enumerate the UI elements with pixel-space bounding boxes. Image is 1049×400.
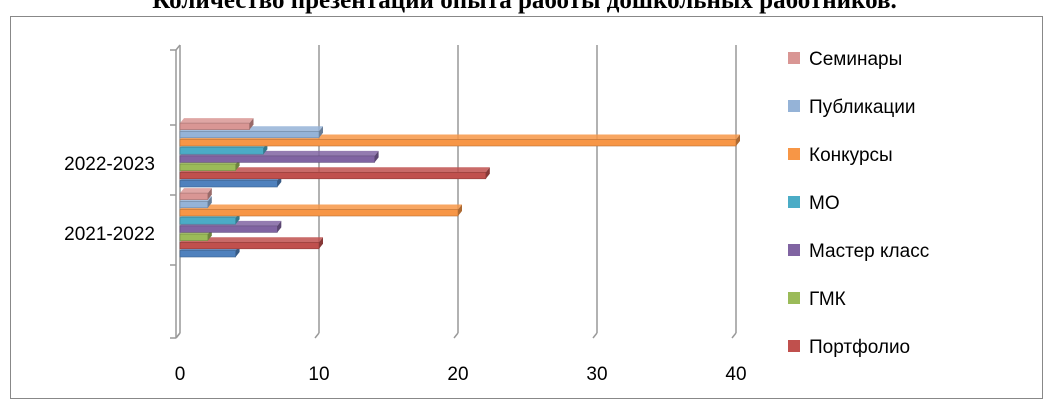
bar-Мастер класс-2021-2022 — [179, 225, 278, 233]
x-tick-label: 0 — [175, 364, 186, 385]
bar-Публикации-2021-2022 — [179, 201, 209, 209]
bar-side-face — [485, 167, 490, 179]
legend-label: Портфолио — [809, 337, 910, 358]
bar-side-face — [249, 118, 254, 130]
bar-Публикации-2022-2023 — [179, 131, 320, 139]
bar-ГМК-2021-2022 — [179, 233, 209, 241]
bar-side-face — [458, 204, 462, 216]
bar-Портфолио-2021-2022 — [179, 242, 320, 250]
x-tick-label: 20 — [447, 364, 468, 385]
bar-top-face — [180, 237, 323, 243]
bar-side-face — [277, 220, 282, 233]
legend: Семинары Публикации Конкурсы МО Мастер класс… — [788, 49, 929, 358]
legend-swatch — [788, 148, 800, 160]
gridline-foot-10 — [314, 332, 320, 339]
legend-swatch — [788, 244, 800, 256]
x-tick-labels: 0 10 20 30 40 — [175, 364, 747, 385]
bars — [179, 118, 740, 258]
chart-frame — [10, 16, 1043, 399]
legend-swatch — [788, 340, 800, 352]
gridline-foot-30 — [592, 332, 598, 339]
legend-label: Публикации — [809, 97, 916, 118]
bar-side-face — [207, 188, 212, 200]
bar-Конкурсы-2021-2022 — [179, 209, 459, 217]
legend-label: Мастер класс — [809, 241, 929, 262]
bar-Конкурсы-2022-2023 — [179, 139, 737, 147]
legend-swatch — [788, 100, 800, 112]
gridlines — [170, 44, 737, 339]
category-label: 2022-2023 — [64, 154, 155, 175]
bar-МО-2022-2023 — [179, 147, 264, 155]
bar-top-face — [180, 118, 254, 124]
bar-Мастер класс-2022-2023 — [179, 155, 375, 163]
legend-label: МО — [809, 193, 840, 214]
legend-swatch — [788, 196, 800, 208]
category-labels: 2021-2022 2022-2023 — [64, 154, 155, 245]
bar-Семинары-2021-2022 — [179, 192, 209, 200]
bar-top-face — [180, 167, 490, 173]
bar-top-face — [180, 204, 462, 210]
bar-МО-2021-2022 — [179, 217, 236, 225]
x-tick-label: 10 — [308, 364, 329, 385]
bar-side-face — [319, 237, 323, 249]
gridline-foot-0 — [175, 332, 181, 339]
legend-swatch — [788, 292, 800, 304]
category-label: 2021-2022 — [64, 224, 155, 245]
bar-Портфолио-2022-2023 — [179, 172, 487, 180]
gridline-foot-20 — [453, 332, 459, 339]
legend-label: ГМК — [809, 289, 846, 310]
bar-side-face — [374, 150, 379, 163]
legend-label: Семинары — [809, 49, 902, 70]
bar-side-face — [736, 134, 740, 146]
bar-Семинары-2022-2023 — [179, 122, 250, 130]
bar-ГМК-2022-2023 — [179, 163, 236, 171]
gridline-foot-40 — [731, 332, 737, 339]
x-tick-label: 30 — [586, 364, 607, 385]
x-tick-label: 40 — [725, 364, 746, 385]
bar-side-face — [319, 126, 323, 138]
bar-unlabeled-2022-2023 — [179, 180, 278, 188]
bar-unlabeled-2021-2022 — [179, 250, 236, 258]
legend-swatch — [788, 52, 800, 64]
legend-label: Конкурсы — [809, 145, 893, 166]
bar-side-face — [207, 196, 212, 208]
bar-top-face — [180, 188, 212, 194]
chart-title: Количество презентаций опыта работы дошк… — [152, 0, 897, 14]
